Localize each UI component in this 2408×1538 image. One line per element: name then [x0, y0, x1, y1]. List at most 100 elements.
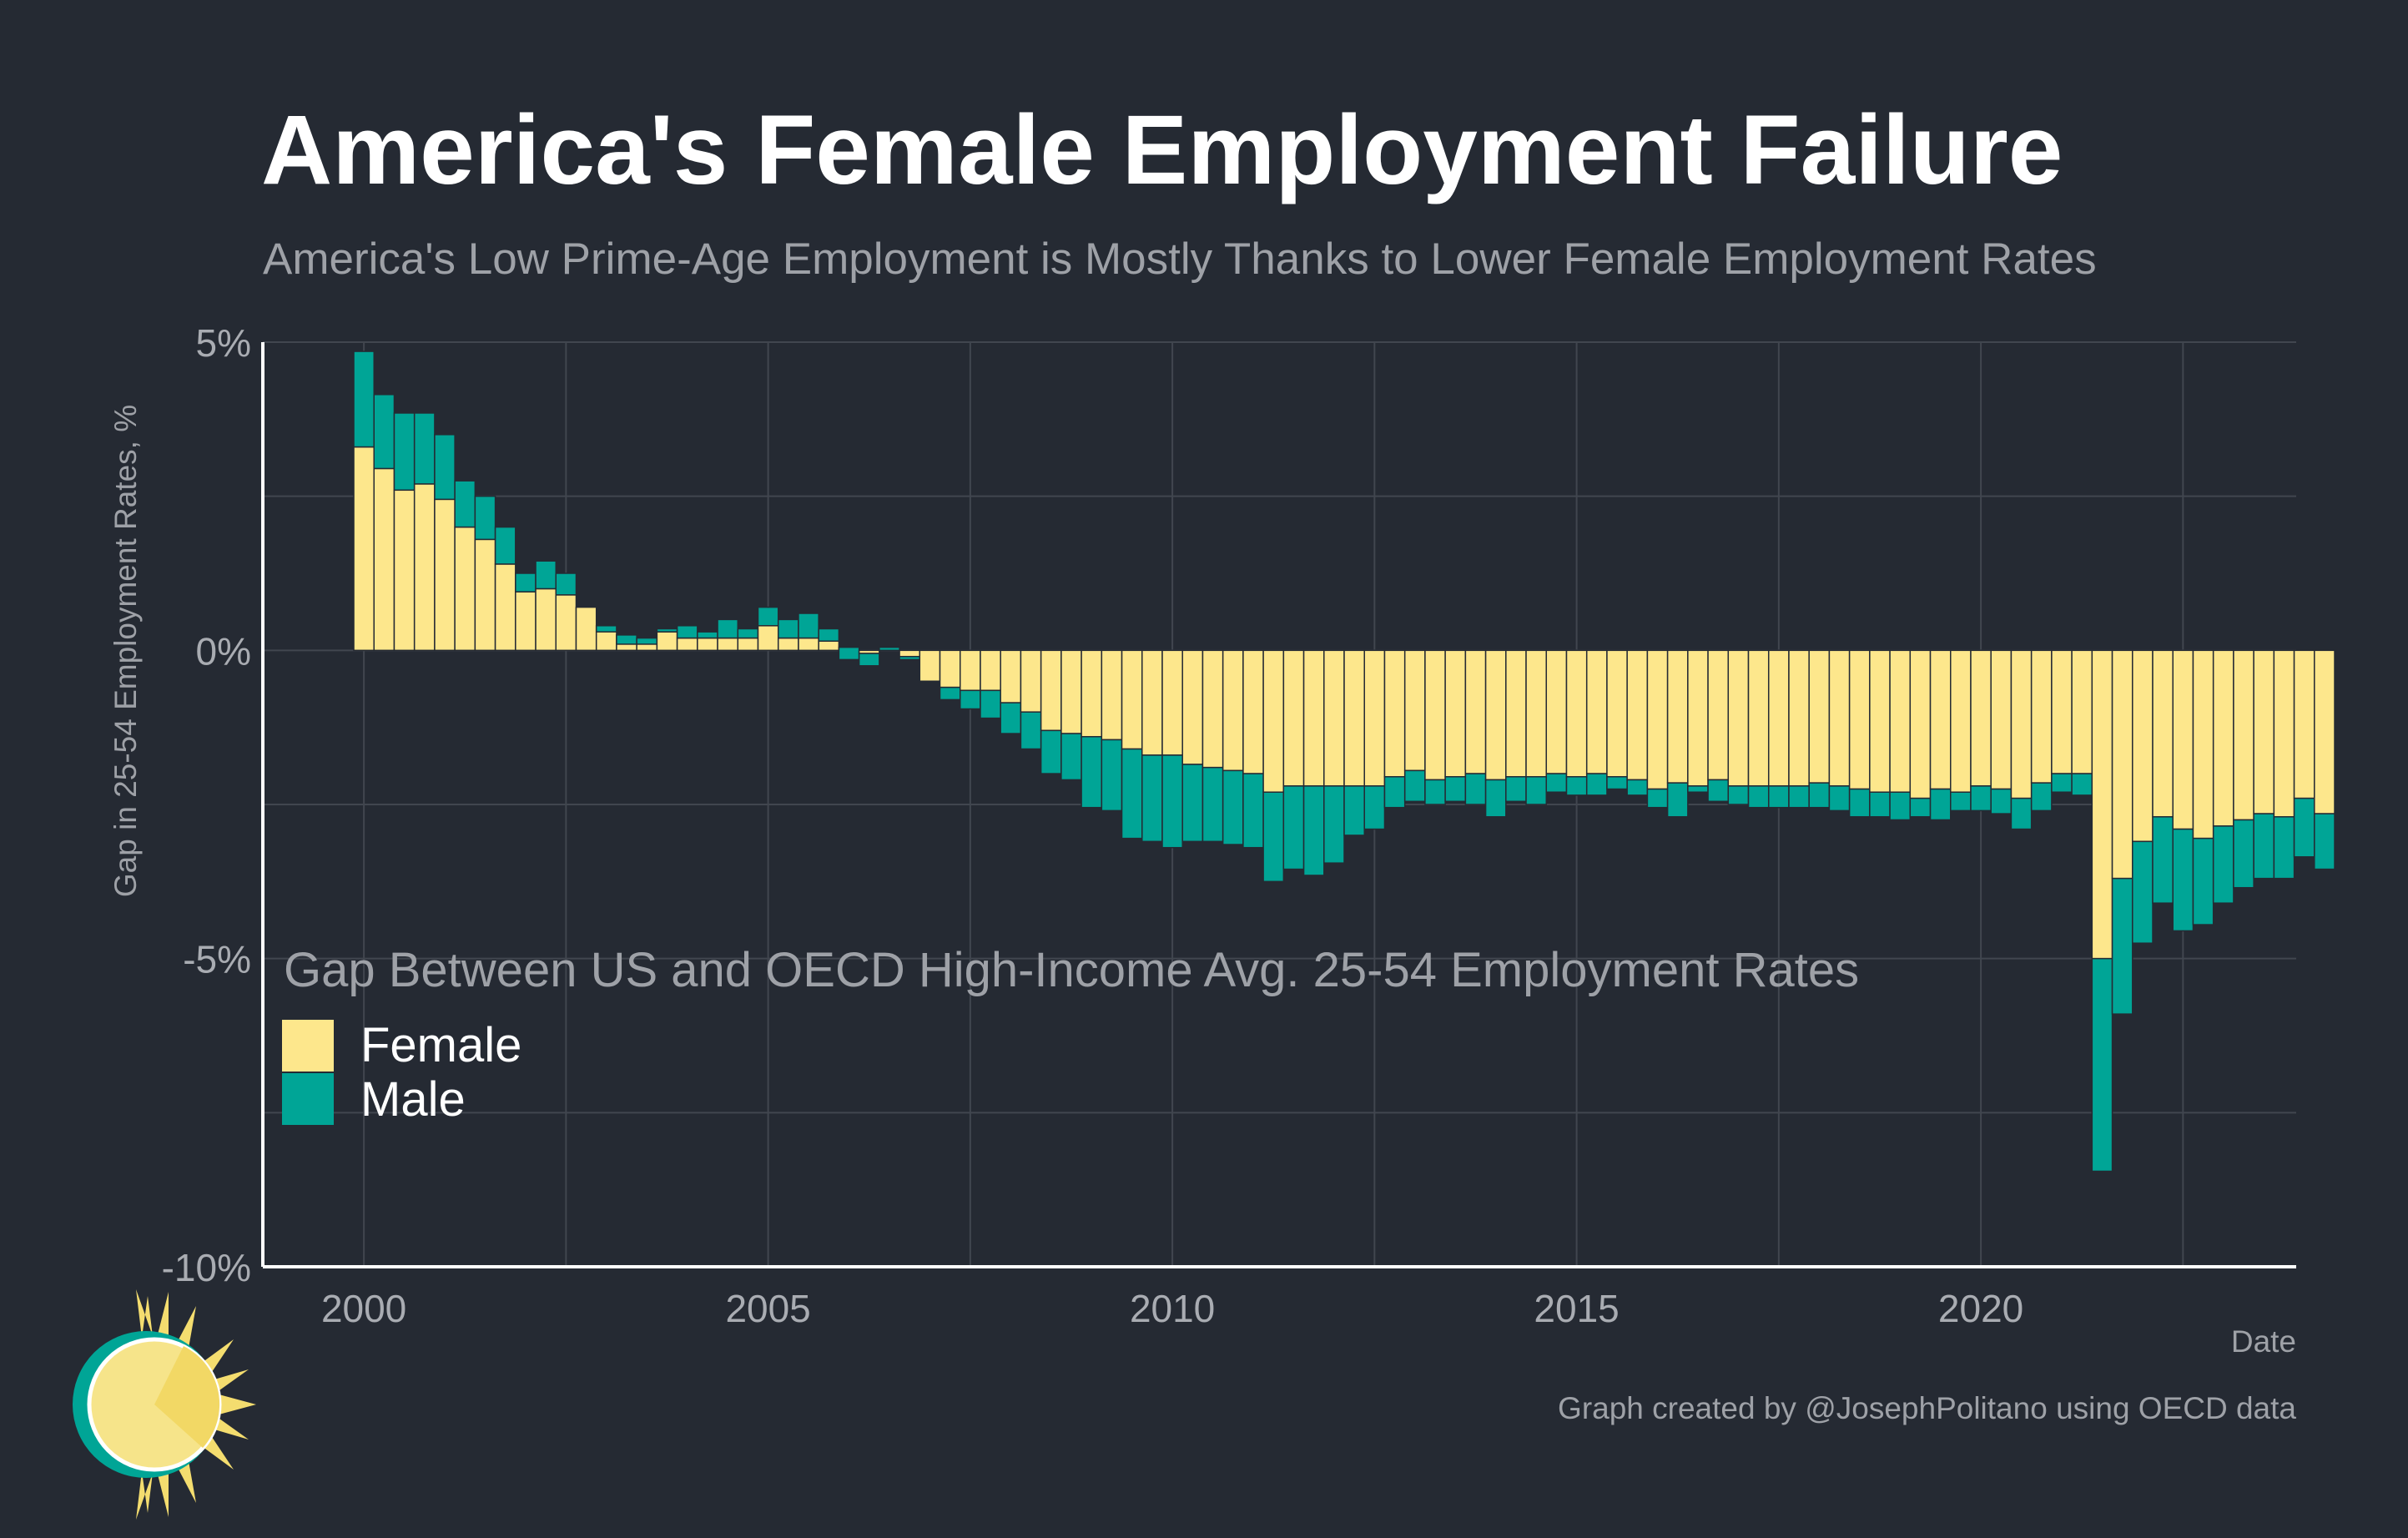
bar-male [555, 572, 577, 596]
bar-male [2212, 825, 2234, 904]
bar-male [980, 689, 1001, 719]
bar-male [939, 686, 961, 701]
bar-female [1909, 649, 1932, 799]
bar-female [1101, 649, 1123, 741]
y-tick-label: -10% [162, 1246, 251, 1289]
bar-male [777, 618, 799, 639]
bar-female [1000, 649, 1022, 703]
bar-female [1545, 649, 1568, 774]
bar-male [1808, 782, 1831, 809]
bar-female [393, 489, 416, 652]
bar-female [1990, 649, 2013, 790]
bar-male [454, 480, 476, 528]
bar-female [1707, 649, 1730, 781]
bar-male [1990, 788, 2013, 814]
bar-female [1747, 649, 1770, 787]
bar-female [2030, 649, 2053, 784]
bar-male [2091, 957, 2113, 1172]
bar-female [1606, 649, 1628, 778]
bar-female [1403, 649, 1426, 772]
bar-male [1707, 779, 1730, 803]
bar-female [2091, 649, 2113, 960]
bar-female [1788, 649, 1810, 787]
bar-female [1302, 649, 1325, 787]
bar-female [454, 526, 476, 652]
bar-male [1101, 739, 1123, 812]
bar-male [1444, 776, 1467, 803]
bar-male [474, 495, 496, 541]
bar-female [676, 637, 698, 652]
bar-female [1141, 649, 1163, 756]
bar-male [1060, 733, 1082, 781]
bar-male [2233, 819, 2254, 889]
bar-female [1565, 649, 1588, 778]
bar-female [1848, 649, 1871, 790]
bar-male [1302, 785, 1325, 876]
bar-male [595, 625, 617, 633]
bar-female [1222, 649, 1244, 772]
bar-male [373, 394, 395, 470]
bar-female [1869, 649, 1891, 793]
bar-female [1282, 649, 1305, 787]
bar-male [1950, 791, 1972, 812]
bar-female [798, 637, 819, 652]
bar-female [1343, 649, 1365, 787]
bar-female [1161, 649, 1183, 756]
bar-female [1727, 649, 1750, 787]
bar-male [616, 634, 637, 645]
bar-male [838, 646, 860, 661]
bar-female [1889, 649, 1912, 793]
bar-female [2212, 649, 2234, 827]
bar-female [2172, 649, 2194, 830]
bar-male [1020, 711, 1042, 750]
bar-male [1525, 776, 1548, 805]
bar-male [1929, 788, 1952, 821]
x-tick-label: 2000 [321, 1287, 406, 1330]
bar-female [373, 467, 395, 652]
bar-male [1181, 764, 1204, 843]
bar-male [1363, 785, 1386, 830]
bar-male [2071, 773, 2093, 796]
bar-female [1626, 649, 1649, 781]
bar-female [1585, 649, 1608, 774]
bar-male [2132, 840, 2154, 944]
bar-male [1869, 791, 1891, 818]
bar-female [2273, 649, 2295, 818]
bar-male [1201, 766, 1224, 843]
bar-male [393, 412, 416, 492]
bar-female [2314, 649, 2335, 814]
bar-male [494, 526, 516, 565]
bar-female [1767, 649, 1790, 787]
bar-male [1403, 769, 1426, 803]
bar-male [1626, 779, 1649, 796]
bar-female [1464, 649, 1487, 774]
bar-female [1060, 649, 1082, 734]
bar-female [1121, 649, 1143, 750]
bar-male [717, 618, 739, 639]
bar-male [1606, 776, 1628, 790]
bar-male [1262, 791, 1285, 883]
bar-female [1505, 649, 1527, 778]
bar-female [2152, 649, 2174, 818]
legend-label-female: Female [360, 1018, 521, 1072]
bar-male [413, 412, 436, 485]
bar-male [1545, 773, 1568, 793]
bar-female [737, 637, 759, 652]
x-tick-label: 2020 [1938, 1287, 2023, 1330]
bar-female [1444, 649, 1467, 778]
bar-male [2111, 877, 2133, 1015]
y-tick-label: 5% [196, 321, 251, 365]
bar-female [939, 649, 961, 688]
bar-male [1727, 785, 1750, 805]
bar-female [1646, 649, 1669, 790]
bar-female [474, 538, 496, 652]
bar-male [676, 625, 698, 639]
y-axis-label: Gap in 25-54 Employment Rates, % [108, 405, 143, 897]
bar-female [1181, 649, 1204, 765]
legend-title: Gap Between US and OECD High-Income Avg.… [284, 943, 1859, 997]
bar-female [1201, 649, 1224, 769]
bar-male [2030, 782, 2053, 812]
bar-male [697, 631, 718, 639]
bar-female [575, 606, 597, 652]
x-tick-label: 2010 [1130, 1287, 1215, 1330]
